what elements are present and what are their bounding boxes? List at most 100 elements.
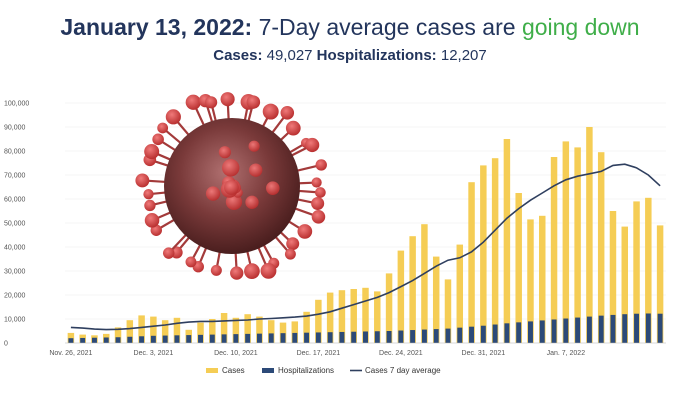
hospitalizations-bar (575, 317, 581, 343)
hospitalizations-bar (103, 337, 109, 343)
cases-bar (209, 319, 216, 343)
x-tick-label: Dec. 10, 2021 (214, 350, 258, 357)
virus-spike (220, 92, 235, 107)
virus-spike (144, 144, 160, 160)
hospitalizations-bar (233, 334, 239, 343)
virus-spike (143, 189, 154, 200)
cases-bar (256, 316, 263, 343)
cases-bar (515, 193, 522, 343)
average-line (70, 163, 661, 331)
y-tick-label: 50,000 (4, 221, 26, 228)
hospitalizations-bar (645, 313, 651, 343)
cases-bar (173, 317, 181, 343)
hospitalizations-bar (551, 319, 557, 343)
x-axis-ticks: Nov. 26, 2021 Dec. 3, 2021 Dec. 10, 2021 De… (49, 350, 585, 357)
hospitalizations-bar (480, 325, 486, 343)
hospitalizations-bar (162, 335, 168, 343)
virus-spike (185, 256, 197, 268)
virus-spike (305, 137, 320, 153)
virus-spike (162, 247, 175, 259)
cases-bar (244, 314, 251, 343)
hospitalizations-bar (528, 321, 533, 343)
virus-spike (144, 199, 156, 212)
hospitalizations-bar (127, 336, 133, 343)
hospitalizations-bar (115, 337, 121, 343)
headline-trend: going down (521, 14, 640, 40)
y-tick-label: 0 (4, 341, 8, 348)
virus-spike (262, 103, 279, 120)
hospitalizations-bar (563, 318, 569, 343)
hospitalizations-bar (398, 330, 404, 343)
cases-bar (150, 316, 157, 343)
hospitalizations-bar (174, 335, 180, 343)
hospitalizations-bar (386, 331, 392, 343)
coronavirus-image (135, 92, 327, 280)
cases-bar (350, 289, 357, 343)
y-tick-label: 20,000 (4, 293, 26, 300)
cases-bar (161, 320, 169, 343)
y-tick-label: 70,000 (4, 173, 26, 180)
virus-surface-spike (248, 140, 260, 152)
virus-surface-spike (249, 163, 263, 177)
cases-bar (456, 244, 464, 343)
y-tick-label: 40,000 (4, 245, 26, 252)
x-tick-label: Dec. 24, 2021 (379, 350, 423, 357)
virus-spike (311, 210, 326, 224)
virus-spike (286, 237, 300, 251)
virus-spike (315, 159, 327, 171)
hospitalizations-bar (304, 332, 310, 343)
y-tick-label: 30,000 (4, 269, 26, 276)
virus-surface-spike (265, 181, 280, 195)
cases-bar (539, 215, 546, 343)
hospitalizations-bar (280, 333, 286, 343)
x-tick-label: Jan. 7, 2022 (547, 350, 586, 357)
cases-bar (421, 224, 428, 343)
virus-spike (284, 248, 296, 260)
cases-bar (491, 158, 499, 343)
cases-bar (138, 315, 145, 343)
cases-bar (527, 219, 534, 343)
hospitalizations-bar (598, 315, 604, 343)
cases-bar (385, 273, 393, 343)
cases-bar (645, 197, 652, 343)
cases-bar (597, 152, 605, 343)
virus-surface-spike (222, 159, 240, 177)
hospitalizations-bar (68, 338, 74, 343)
virus-surface-spike (218, 146, 231, 159)
cases-bar (574, 147, 581, 343)
hospitalizations-bar (339, 331, 345, 343)
y-axis-ticks: 0 10,000 20,000 30,000 40,000 50,000 60,000 70,… (4, 101, 29, 348)
cases-bar (397, 250, 405, 343)
cases-bar (480, 165, 487, 343)
y-tick-label: 10,000 (4, 317, 26, 324)
virus-spike (205, 96, 218, 109)
cases-bar (67, 332, 75, 343)
cases-bar (586, 127, 593, 343)
y-tick-label: 80,000 (4, 149, 26, 156)
cases-bar (409, 236, 416, 343)
cases-value: 49,027 (262, 47, 317, 64)
hospitalizations-bar (80, 337, 86, 343)
x-tick-label: Dec. 31, 2021 (462, 350, 506, 357)
hospitalizations-bar (492, 324, 498, 343)
cases-bar (279, 322, 287, 343)
subheadline: Cases: 49,027 Hospitalizations: 12,207 (0, 47, 700, 64)
virus-spike (246, 95, 261, 109)
cases-bar (267, 320, 275, 343)
cases-bar (362, 287, 369, 343)
hospitalizations-bar (315, 332, 321, 343)
virus-spike (280, 106, 295, 120)
legend: Cases Hospitalizations Cases 7 day average (206, 366, 441, 375)
hospitalizations-bar (634, 313, 640, 343)
cases-bar (326, 292, 334, 343)
cases-bar (444, 279, 452, 343)
virus-spike (297, 224, 313, 239)
hospitalizations-bar (198, 334, 203, 343)
hospitalizations-bar (622, 314, 628, 343)
hospitalizations-bar (186, 335, 192, 343)
cases-bar (621, 226, 628, 343)
cases-bar (338, 290, 346, 343)
legend-label-average: Cases 7 day average (365, 366, 441, 375)
cases-bar (550, 157, 558, 343)
